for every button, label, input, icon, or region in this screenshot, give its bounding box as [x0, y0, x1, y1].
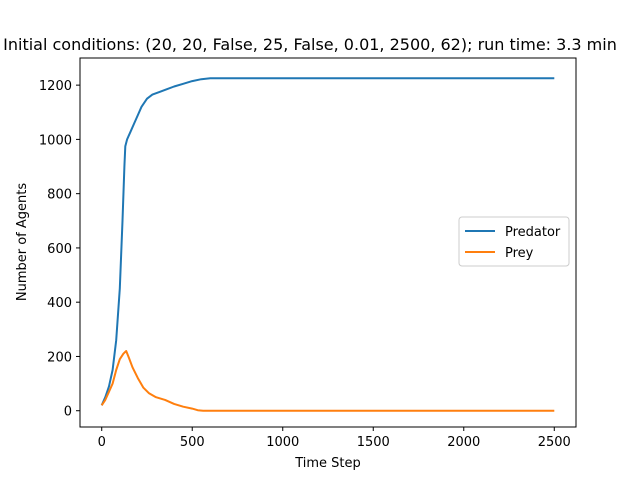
y-tick-label: 1200	[39, 79, 72, 94]
chart-title: Initial conditions: (20, 20, False, 25, …	[3, 35, 617, 54]
x-tick-label: 2500	[538, 435, 571, 450]
y-tick-label: 400	[47, 296, 72, 311]
x-tick-label: 500	[180, 435, 205, 450]
x-tick-label: 1500	[357, 435, 390, 450]
x-tick-label: 1000	[266, 435, 299, 450]
y-tick-label: 600	[47, 242, 72, 257]
x-tick-label: 0	[98, 435, 106, 450]
y-axis-title: Number of Agents	[15, 183, 30, 301]
y-tick-label: 1000	[39, 133, 72, 148]
y-tick-label: 800	[47, 188, 72, 203]
series-line-predator	[100, 77, 555, 406]
x-axis-ticks: 0 500 1000 1500 2000 2500	[98, 427, 571, 450]
y-tick-label: 200	[47, 350, 72, 365]
plot-area-frame	[79, 57, 577, 428]
series-layer	[100, 77, 555, 412]
x-axis-title: Time Step	[294, 456, 361, 471]
legend-label-predator: Predator	[505, 225, 561, 240]
y-axis-ticks: 0 200 400 600 800 1000 1200	[39, 79, 80, 420]
y-tick-label: 0	[64, 405, 72, 420]
x-tick-label: 2000	[447, 435, 480, 450]
legend-label-prey: Prey	[505, 246, 534, 261]
legend: Predator Prey	[458, 216, 570, 267]
legend-box	[458, 216, 570, 267]
series-line-prey	[100, 350, 555, 412]
